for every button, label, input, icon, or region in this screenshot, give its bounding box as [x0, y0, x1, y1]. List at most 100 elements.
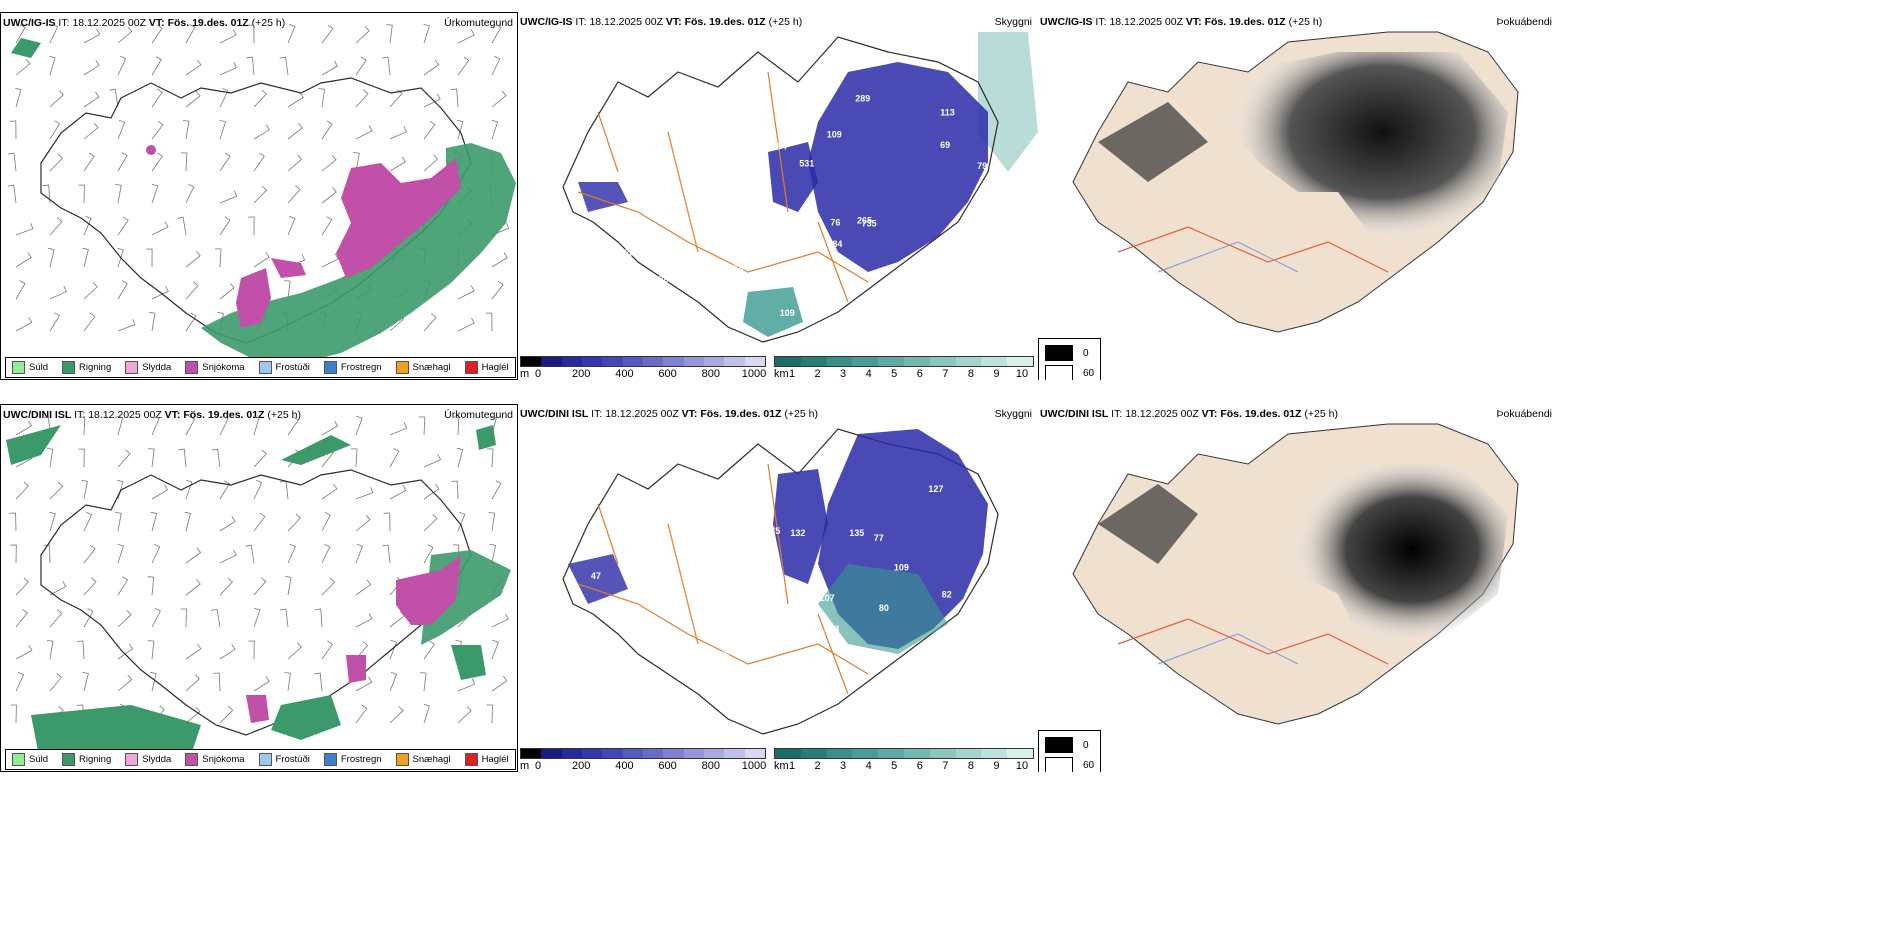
scale-tick-label: 200: [572, 760, 591, 772]
scale-swatch: [955, 749, 982, 758]
wind-barb: [185, 547, 202, 564]
scale-tick-label: 4: [865, 368, 872, 380]
wind-barb: [185, 416, 196, 436]
wind-barb: [381, 56, 391, 76]
wind-barb: [117, 247, 124, 268]
wind-barb: [355, 579, 372, 596]
wind-barb: [7, 152, 17, 172]
wind-barb: [389, 89, 403, 108]
wind-barb: [491, 24, 502, 44]
wind-barb: [486, 448, 494, 468]
wind-barb: [117, 543, 125, 564]
wind-barb: [15, 87, 22, 108]
wind-barb: [321, 483, 338, 500]
wind-barb: [253, 152, 265, 172]
wind-barb: [49, 286, 67, 300]
wind-barb: [185, 674, 200, 692]
cloud-height-label: 113: [940, 107, 955, 117]
wind-barb: [355, 543, 364, 564]
scale-swatch: [724, 357, 745, 366]
wind-barb: [321, 543, 331, 564]
wind-barb: [253, 607, 261, 628]
wind-barb: [423, 483, 440, 500]
wind-barb: [185, 312, 197, 332]
wind-barb: [182, 120, 190, 140]
wind-barb: [76, 640, 85, 660]
scale-swatch: [878, 357, 904, 366]
scale-tick-label: 3: [840, 760, 847, 772]
scale-tick-label: 600: [658, 760, 677, 772]
wind-barb: [9, 512, 17, 532]
wind-barb: [456, 447, 464, 468]
wind-barb: [151, 608, 161, 628]
scale-tick-label: 1000: [741, 368, 767, 380]
wind-barb: [452, 416, 460, 436]
wind-barb: [321, 24, 334, 44]
visibility-scale-km: 1 2 3 4 5 6 7 8 9 10 km: [774, 356, 1034, 380]
wind-barb: [211, 608, 221, 628]
wind-barb: [151, 285, 169, 300]
wind-barb: [109, 88, 119, 108]
scale-swatch: [521, 749, 542, 758]
wind-barb: [219, 705, 234, 724]
wind-barb: [15, 316, 33, 332]
visibility-scale-km: 1 2 3 4 5 6 7 8 9 10 km: [774, 748, 1034, 772]
legend-item: Frostregn: [323, 361, 382, 374]
wind-barb: [457, 29, 475, 44]
wind-barb: [117, 449, 131, 468]
wind-barb: [15, 252, 32, 268]
panel-title: Skyggni: [994, 408, 1032, 420]
wind-barb: [83, 312, 96, 332]
wind-barb: [177, 216, 187, 236]
wind-barb: [355, 704, 368, 724]
wind-barb: [279, 608, 289, 628]
scale-swatch: [852, 749, 879, 758]
wind-barb: [491, 252, 508, 268]
wind-barb: [287, 123, 303, 140]
fog-index-panel-row1: UWC/IG-IS IT: 18.12.2025 00Z VT: Fös. 19…: [1038, 12, 1558, 380]
wind-barb: [151, 88, 163, 108]
cloud-height-label: 105: [977, 626, 992, 636]
scale-swatch: [744, 749, 765, 758]
scale-tick-label: 6: [916, 760, 923, 772]
legend-swatch: [323, 753, 337, 766]
wind-barb: [423, 454, 442, 468]
cloud-height-label: 79: [977, 161, 987, 171]
wind-barb: [49, 511, 56, 532]
scale-swatch: [521, 357, 542, 366]
scale-swatch: [602, 749, 623, 758]
wind-barb: [355, 613, 373, 628]
scale-swatch: [981, 357, 1008, 366]
wind-barb: [185, 59, 202, 76]
cloud-height-label: 77: [934, 295, 944, 305]
wind-barb: [49, 217, 63, 236]
wind-barb: [81, 480, 88, 500]
cloud-height-label: 95: [688, 148, 698, 158]
wind-barb: [219, 152, 231, 172]
cloud-height-label: 144: [612, 116, 627, 126]
wind-barb: [389, 485, 407, 500]
legend-item: 0: [1045, 343, 1094, 363]
wind-barb: [318, 88, 326, 108]
legend-item: Slydda: [125, 361, 171, 374]
cloud-height-label: 75: [770, 526, 780, 536]
panel-title: Úrkomutegund: [444, 409, 513, 421]
wind-barb: [83, 282, 98, 300]
scale-swatch: [955, 357, 982, 366]
wind-barb: [248, 640, 255, 660]
wind-barb: [15, 577, 29, 596]
scale-swatch: [663, 749, 684, 758]
wind-barb: [279, 480, 289, 500]
panel-header: UWC/IG-IS IT: 18.12.2025 00Z VT: Fös. 19…: [1040, 16, 1323, 28]
wind-barb: [148, 312, 156, 332]
scale-swatch: [981, 749, 1008, 758]
wind-barb: [83, 28, 101, 44]
wind-barb: [355, 56, 367, 76]
wind-barb: [457, 678, 476, 692]
wind-barb: [287, 185, 301, 204]
wind-barb: [211, 448, 221, 468]
legend-swatch: [62, 361, 76, 374]
cloud-height-label: 357: [738, 167, 753, 177]
cloud-height-label: 34: [901, 294, 911, 304]
wind-barb: [10, 544, 17, 564]
